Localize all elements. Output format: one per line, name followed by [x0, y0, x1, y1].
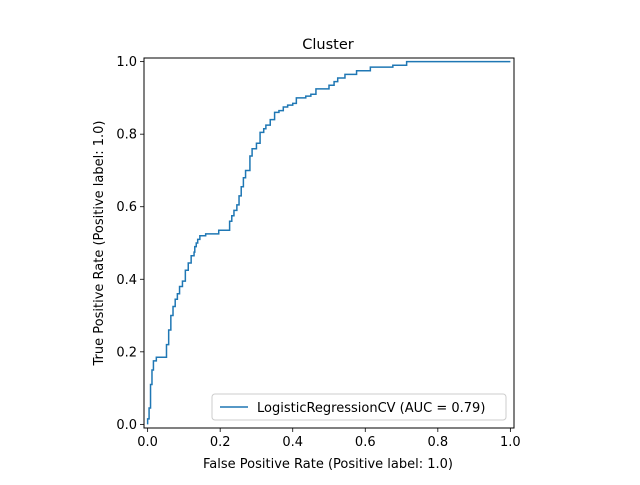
x-axis: 0.0 0.2 0.4 0.6 0.8 1.0 [137, 428, 521, 450]
x-tick-label: 0.6 [355, 435, 376, 450]
y-tick-label: 0.4 [116, 273, 137, 288]
x-tick-label: 1.0 [500, 435, 521, 450]
x-tick-label: 0.8 [427, 435, 448, 450]
x-axis-label: False Positive Rate (Positive label: 1.0… [203, 457, 453, 472]
y-tick-label: 0.8 [116, 128, 137, 143]
y-axis-label: True Positive Rate (Positive label: 1.0) [92, 121, 107, 367]
x-tick-label: 0.4 [282, 435, 303, 450]
y-tick-label: 0.6 [116, 200, 137, 215]
x-tick-label: 0.2 [210, 435, 231, 450]
curve-layer [146, 60, 511, 425]
y-tick-label: 0.0 [116, 418, 137, 433]
y-tick-label: 1.0 [116, 55, 137, 70]
x-tick-label: 0.0 [137, 435, 158, 450]
y-axis: 0.0 0.2 0.4 0.6 0.8 1.0 [116, 55, 144, 433]
chart-title: Cluster [302, 37, 354, 53]
y-tick-label: 0.2 [116, 345, 137, 360]
roc-curve-series-0 [146, 60, 511, 425]
legend: LogisticRegressionCV (AUC = 0.79) [211, 393, 507, 421]
axes-frame [143, 57, 515, 429]
legend-box [211, 393, 507, 421]
legend-label: LogisticRegressionCV (AUC = 0.79) [257, 401, 485, 416]
